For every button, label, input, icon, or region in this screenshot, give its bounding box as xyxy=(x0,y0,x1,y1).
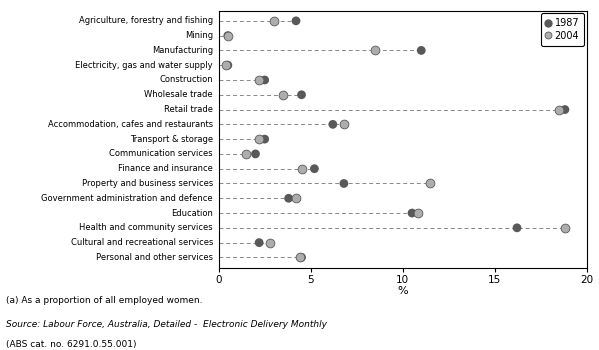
Point xyxy=(297,254,306,260)
Point xyxy=(297,92,306,98)
Legend: 1987, 2004: 1987, 2004 xyxy=(541,13,584,46)
Point xyxy=(339,121,349,127)
Point xyxy=(560,225,570,231)
Point xyxy=(407,210,417,216)
Point xyxy=(260,77,270,83)
Point xyxy=(279,92,288,98)
Text: (a) As a proportion of all employed women.: (a) As a proportion of all employed wome… xyxy=(6,296,202,305)
Point xyxy=(413,210,422,216)
Point xyxy=(416,48,426,53)
Point xyxy=(250,151,260,157)
Point xyxy=(512,225,522,231)
Text: Source: Labour Force, Australia, Detailed -  Electronic Delivery Monthly: Source: Labour Force, Australia, Detaile… xyxy=(6,320,327,329)
Point xyxy=(284,195,294,201)
Point xyxy=(241,151,251,157)
Point xyxy=(269,18,279,24)
Point xyxy=(291,18,301,24)
Point xyxy=(255,77,264,83)
Point xyxy=(221,62,231,68)
Point xyxy=(265,240,275,245)
Point xyxy=(223,62,232,68)
Point xyxy=(255,136,264,142)
Point xyxy=(310,166,319,172)
Point xyxy=(560,107,570,112)
Point xyxy=(297,166,306,172)
Text: (ABS cat. no. 6291.0.55.001): (ABS cat. no. 6291.0.55.001) xyxy=(6,340,137,349)
Point xyxy=(339,181,349,186)
Point xyxy=(223,33,232,38)
Point xyxy=(255,240,264,245)
Point xyxy=(328,121,338,127)
Point xyxy=(555,107,564,112)
Point xyxy=(260,136,270,142)
X-axis label: %: % xyxy=(398,286,408,296)
Point xyxy=(223,33,232,38)
Point xyxy=(370,48,380,53)
Point xyxy=(295,254,304,260)
Point xyxy=(426,181,435,186)
Point xyxy=(291,195,301,201)
